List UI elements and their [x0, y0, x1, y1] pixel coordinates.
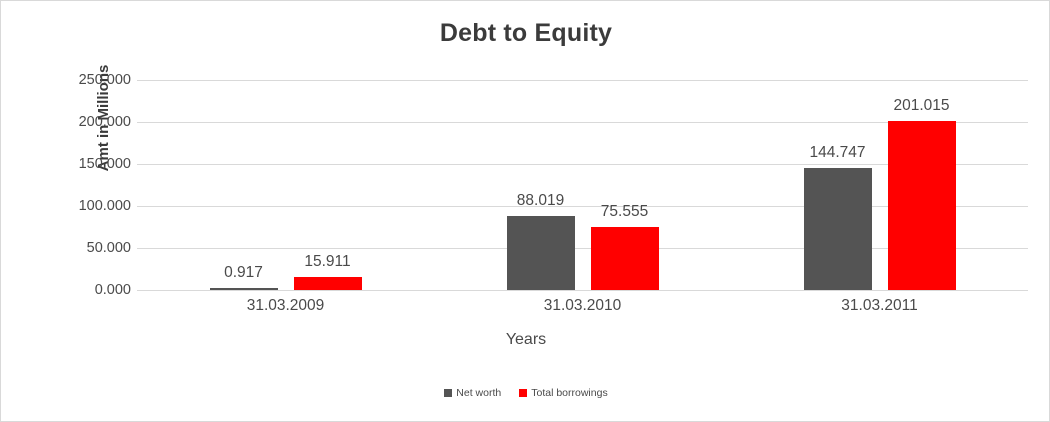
bar-net-worth-31.03.2010[interactable] — [506, 216, 575, 290]
legend-label: Total borrowings — [531, 387, 608, 399]
legend-item-total-borrowings[interactable]: Total borrowings — [519, 387, 608, 399]
y-axis-tick-label: 50.000 — [86, 240, 131, 256]
legend-label: Net worth — [456, 387, 502, 399]
bar-value-label: 88.019 — [516, 192, 565, 210]
gridline — [137, 122, 1028, 123]
legend-item-net-worth[interactable]: Net worth — [444, 387, 501, 399]
y-axis-tick-label: 200.000 — [78, 114, 131, 130]
gridline — [137, 206, 1028, 207]
chart-legend: Net worth Total borrowings — [1, 387, 1049, 399]
x-axis-category-label: 31.03.2009 — [246, 297, 325, 314]
legend-swatch-icon — [444, 389, 453, 397]
bar-value-label: 15.911 — [304, 252, 351, 270]
gridline — [137, 164, 1028, 165]
bar-value-label: 75.555 — [600, 202, 649, 220]
bar-value-label: 201.015 — [893, 97, 950, 115]
bar-value-label: 144.747 — [809, 144, 866, 162]
bar-net-worth-31.03.2009[interactable] — [209, 288, 278, 290]
x-axis-category-label: 31.03.2011 — [841, 297, 918, 314]
bar-total-borrowings-31.03.2011[interactable] — [887, 121, 956, 290]
x-axis-title: Years — [505, 331, 547, 348]
plot-area: 0.917 15.911 88.019 75.555 144.747 201.015 — [137, 80, 1028, 291]
chart-title: Debt to Equity — [439, 19, 613, 47]
x-axis-category-label: 31.03.2010 — [543, 297, 622, 314]
gridline — [137, 80, 1028, 81]
y-axis-tick-label: 150.000 — [78, 156, 131, 172]
gridline — [137, 248, 1028, 249]
y-axis-tick-label: 0.000 — [94, 282, 131, 298]
bar-total-borrowings-31.03.2010[interactable] — [590, 226, 659, 290]
gridline — [137, 290, 1028, 291]
bar-value-label: 0.917 — [224, 264, 263, 281]
bar-net-worth-31.03.2011[interactable] — [803, 168, 872, 290]
y-axis-tick-labels: 0.000 50.000 100.000 150.000 200.000 250.000 — [37, 72, 131, 298]
y-axis-tick-label: 100.000 — [78, 198, 131, 214]
bar-total-borrowings-31.03.2009[interactable] — [293, 276, 362, 290]
y-axis-tick-label: 250.000 — [78, 72, 131, 88]
legend-swatch-icon — [519, 389, 528, 397]
